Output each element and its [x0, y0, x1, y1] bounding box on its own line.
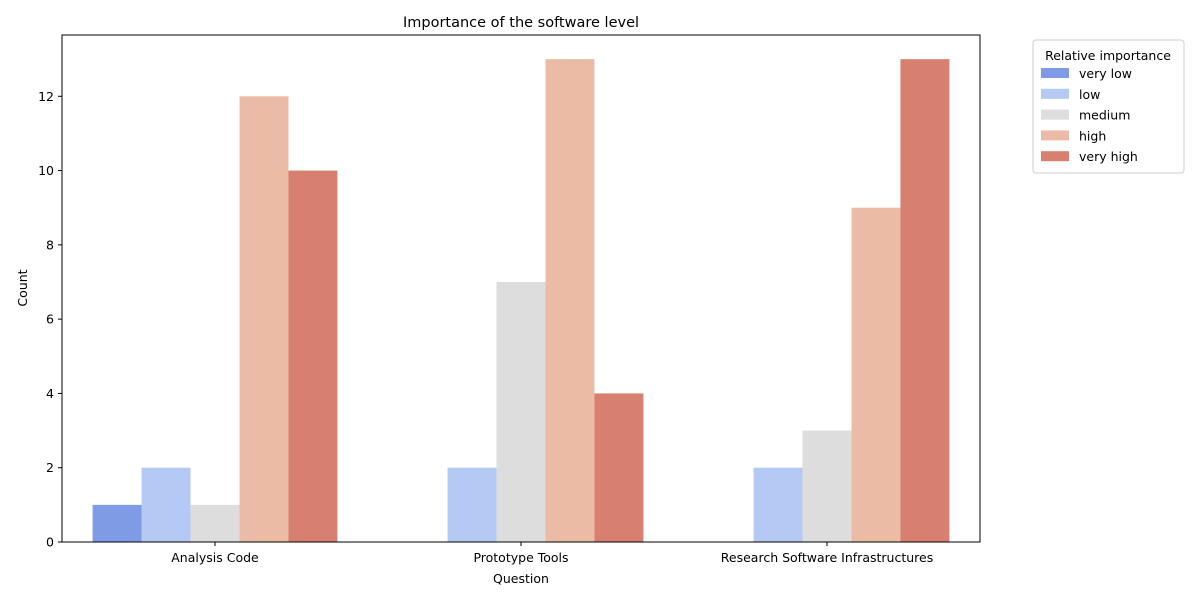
chart-title: Importance of the software level [403, 15, 639, 31]
x-tick-label: Prototype Tools [473, 550, 568, 565]
x-axis-label: Question [493, 571, 549, 586]
bar-high-0 [239, 96, 289, 542]
bar-very-low-0 [92, 504, 142, 542]
bar-high-1 [545, 59, 595, 542]
bar-low-2 [753, 467, 803, 542]
legend-label-very-low: very low [1079, 66, 1132, 81]
bars [92, 59, 950, 542]
y-tick-label: 6 [46, 312, 54, 327]
bar-very-high-1 [594, 393, 644, 542]
bar-low-1 [447, 467, 497, 542]
bar-medium-0 [190, 504, 240, 542]
legend-label-high: high [1079, 128, 1106, 143]
bar-high-2 [851, 207, 901, 542]
x-tick-label: Analysis Code [171, 550, 259, 565]
y-tick-label: 0 [46, 535, 54, 550]
y-axis-label: Count [15, 269, 30, 306]
legend-frame [1032, 39, 1185, 174]
y-tick-label: 10 [38, 163, 54, 178]
y-tick-label: 12 [38, 89, 54, 104]
legend-swatch-low [1041, 88, 1069, 99]
legend-label-medium: medium [1079, 108, 1130, 123]
y-tick-label: 2 [46, 460, 54, 475]
y-tick-label: 8 [46, 237, 54, 252]
bar-medium-2 [802, 430, 852, 542]
x-tick-label: Research Software Infrastructures [721, 550, 933, 565]
x-axis: Analysis Code Prototype Tools Research Sof… [171, 542, 933, 565]
bar-low-0 [141, 467, 191, 542]
bar-very-high-2 [900, 59, 950, 542]
legend: Relative importance very low low medium hig… [1032, 39, 1185, 174]
legend-swatch-medium [1041, 109, 1069, 120]
y-axis: 0 2 4 6 8 10 12 [38, 89, 62, 550]
legend-items: very low low medium high very high [1041, 66, 1138, 164]
legend-label-very-high: very high [1079, 149, 1138, 164]
bar-medium-1 [496, 282, 546, 542]
legend-swatch-very-high [1041, 151, 1069, 162]
legend-swatch-high [1041, 130, 1069, 141]
plot-frame [61, 34, 981, 543]
legend-swatch-very-low [1041, 68, 1069, 78]
legend-label-low: low [1079, 87, 1100, 102]
bar-very-high-0 [288, 170, 338, 542]
y-tick-label: 4 [46, 386, 54, 401]
legend-title: Relative importance [1045, 48, 1171, 63]
